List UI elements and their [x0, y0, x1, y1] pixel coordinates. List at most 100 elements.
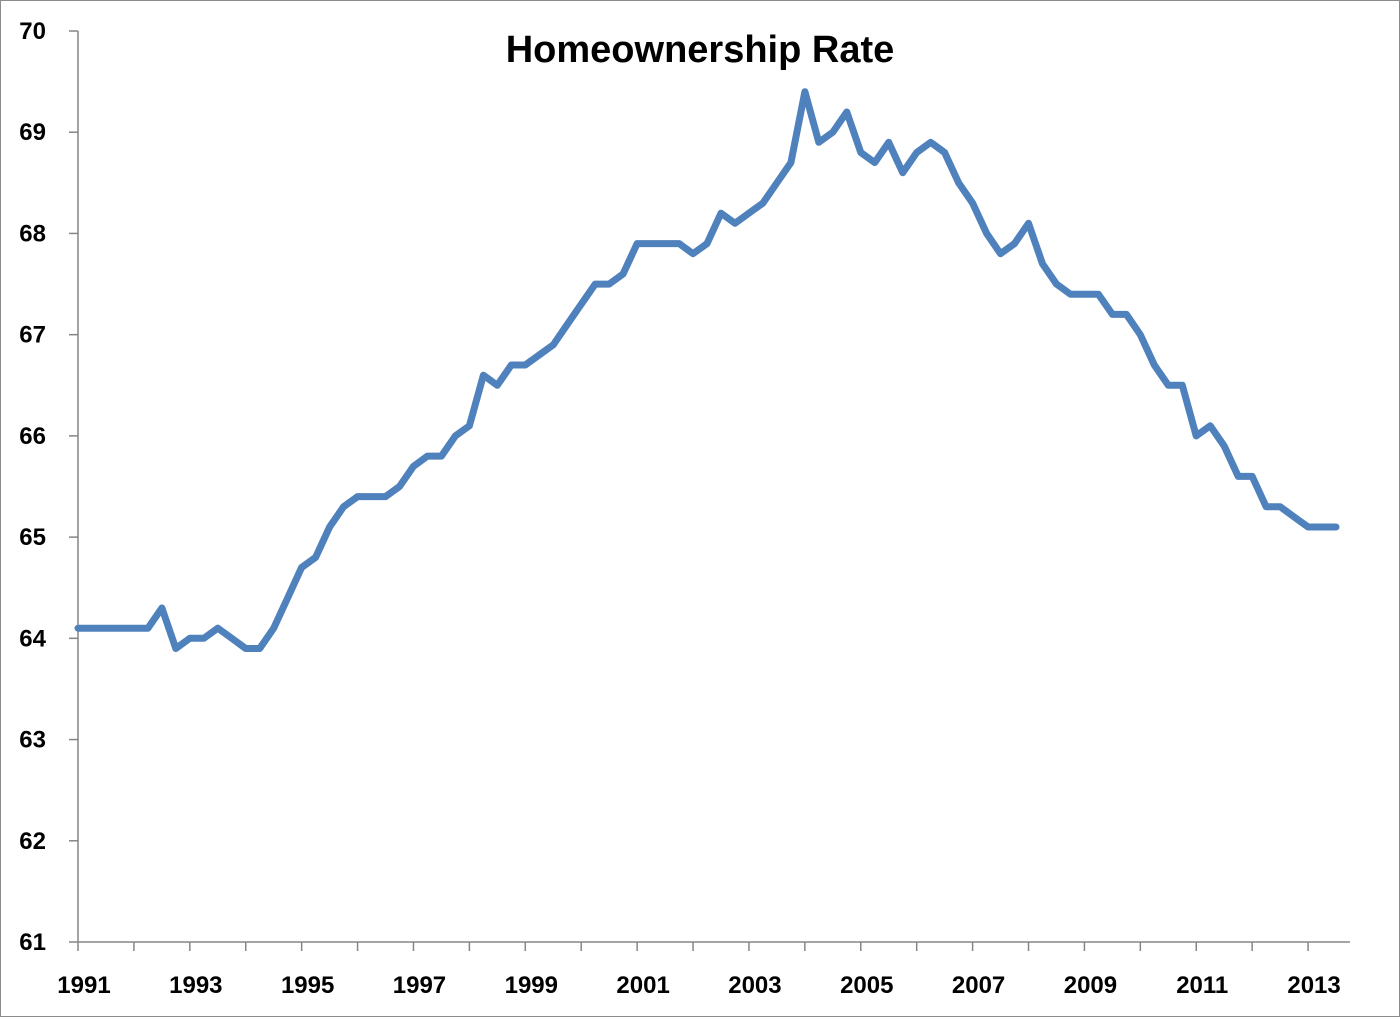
data-point [466, 422, 473, 429]
data-point [130, 625, 137, 632]
chart-title: Homeownership Rate [506, 29, 895, 71]
data-point [759, 200, 766, 207]
plot-area [74, 88, 1340, 652]
data-point [312, 554, 319, 561]
data-point [815, 139, 822, 146]
data-point [634, 240, 641, 247]
data-point [144, 625, 151, 632]
y-tick-label: 68 [19, 220, 46, 247]
data-point [1207, 422, 1214, 429]
data-point [1291, 513, 1298, 520]
data-point [606, 281, 613, 288]
y-tick-label: 67 [19, 322, 46, 349]
data-point [578, 301, 585, 308]
data-point [1151, 362, 1158, 369]
data-point [1165, 382, 1172, 389]
data-point [536, 351, 543, 358]
data-point [1235, 473, 1242, 480]
x-tick-label: 2005 [840, 972, 893, 999]
data-point [382, 493, 389, 500]
data-point [1025, 220, 1032, 227]
data-point [732, 220, 739, 227]
data-point [1249, 473, 1256, 480]
data-point [480, 372, 487, 379]
data-point [200, 635, 207, 642]
x-tick-label: 1999 [505, 972, 558, 999]
data-point [368, 493, 375, 500]
x-tick-label: 1991 [57, 972, 110, 999]
data-point [214, 625, 221, 632]
x-tick-label: 1997 [393, 972, 446, 999]
data-point [648, 240, 655, 247]
data-point [438, 453, 445, 460]
x-tick-label: 1993 [169, 972, 222, 999]
data-point [787, 159, 794, 166]
data-point [1053, 281, 1060, 288]
data-point [913, 149, 920, 156]
data-point [1221, 443, 1228, 450]
data-point [857, 149, 864, 156]
data-point [452, 432, 459, 439]
data-point [801, 88, 808, 95]
y-tick-label: 64 [19, 625, 46, 652]
x-tick-label: 2003 [728, 972, 781, 999]
data-point [1263, 503, 1270, 510]
data-point [941, 149, 948, 156]
data-point [745, 210, 752, 217]
y-tick-label: 61 [19, 929, 46, 956]
axes [77, 31, 1350, 943]
data-point [550, 341, 557, 348]
data-point [564, 321, 571, 328]
data-point [662, 240, 669, 247]
data-point [158, 605, 165, 612]
data-point [508, 362, 515, 369]
data-point [829, 129, 836, 136]
data-point [522, 362, 529, 369]
data-point [899, 169, 906, 176]
x-tick-label: 2007 [952, 972, 1005, 999]
x-tick-label: 2011 [1176, 972, 1228, 999]
data-point [340, 503, 347, 510]
data-point [354, 493, 361, 500]
data-point [1305, 524, 1312, 531]
data-point [997, 250, 1004, 257]
y-axis-ticks: 61 62 63 64 65 66 67 68 69 70 [19, 18, 78, 956]
x-tick-label: 2001 [616, 972, 669, 999]
data-point [1123, 311, 1130, 318]
data-point [983, 230, 990, 237]
data-point [927, 139, 934, 146]
data-point [773, 179, 780, 186]
data-point [284, 594, 291, 601]
data-point [885, 139, 892, 146]
x-tick-label: 1995 [281, 972, 334, 999]
data-point [242, 645, 249, 652]
series-line [74, 88, 1340, 652]
data-point [1333, 524, 1340, 531]
data-point [75, 625, 82, 632]
data-point [704, 240, 711, 247]
data-point [718, 210, 725, 217]
data-point [270, 625, 277, 632]
data-point [1319, 524, 1326, 531]
data-point [1011, 240, 1018, 247]
data-point [172, 645, 179, 652]
data-point [1109, 311, 1116, 318]
y-tick-label: 62 [19, 828, 46, 855]
data-point [1095, 291, 1102, 298]
data-point [89, 625, 96, 632]
data-point [298, 564, 305, 571]
y-tick-label: 66 [19, 423, 46, 450]
y-tick-label: 65 [19, 524, 46, 551]
data-point [494, 382, 501, 389]
data-point [676, 240, 683, 247]
data-point [256, 645, 263, 652]
data-point [1179, 382, 1186, 389]
y-tick-label: 69 [19, 119, 46, 146]
data-point [620, 270, 627, 277]
x-tick-label: 2009 [1064, 972, 1117, 999]
data-point [186, 635, 193, 642]
data-point [1067, 291, 1074, 298]
data-point [1039, 260, 1046, 267]
data-point [396, 483, 403, 490]
